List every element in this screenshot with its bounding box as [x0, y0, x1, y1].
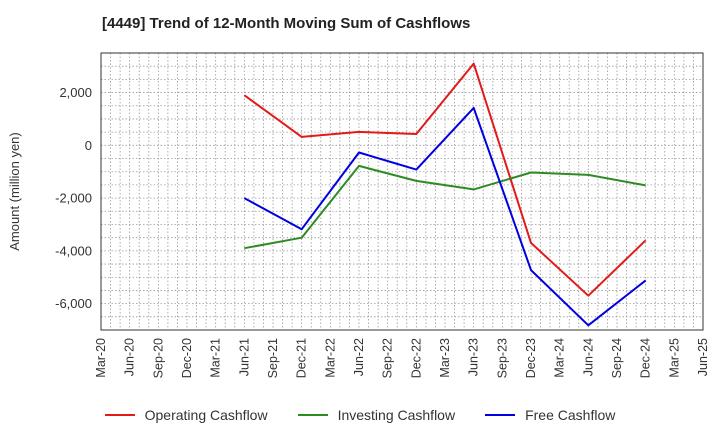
legend-swatch [104, 414, 135, 416]
x-tick-label: Sep-23 [495, 338, 509, 378]
x-tick-labels: Mar-20 Jun-20 Sep-20 Dec-20 Mar-21 Jun-21 Sep-… [94, 338, 710, 378]
x-tick-label: Sep-24 [610, 338, 624, 378]
x-tick-label: Dec-24 [639, 338, 653, 378]
x-tick-label: Jun-25 [696, 338, 710, 376]
x-tick-label: Mar-25 [667, 338, 681, 378]
x-tick-label: Sep-20 [151, 338, 165, 378]
x-tick-label: Jun-24 [581, 338, 595, 376]
legend-swatch [297, 414, 328, 416]
legend-label: Investing Cashflow [337, 407, 456, 423]
legend-swatch [485, 414, 516, 416]
legend-label: Operating Cashflow [144, 407, 268, 423]
x-tick-label: Sep-22 [381, 338, 395, 378]
y-tick-label: 0 [85, 138, 92, 153]
chart-title: [4449] Trend of 12-Month Moving Sum of C… [102, 15, 471, 32]
y-axis-label: Amount (million yen) [7, 132, 22, 251]
y-tick-label: -4,000 [55, 243, 92, 258]
legend-label: Free Cashflow [525, 407, 616, 423]
series-line-investing-cashflow [244, 164, 646, 250]
series-line-free-cashflow [243, 106, 647, 327]
x-tick-label: Jun-22 [352, 338, 366, 376]
x-tick-label: Sep-21 [266, 338, 280, 378]
x-tick-label: Dec-23 [524, 338, 538, 378]
x-tick-label: Dec-21 [295, 338, 309, 378]
x-tick-label: Jun-23 [467, 338, 481, 376]
x-tick-label: Mar-22 [323, 338, 337, 378]
x-tick-label: Mar-24 [553, 338, 567, 378]
x-tick-label: Mar-23 [438, 338, 452, 378]
x-tick-label: Dec-20 [180, 338, 194, 378]
series-lines [243, 62, 647, 327]
x-tick-label: Jun-21 [237, 338, 251, 376]
y-tick-labels: 2,000 0 -2,000 -4,000 -6,000 [55, 85, 92, 311]
series-line-operating-cashflow [243, 62, 647, 297]
x-tick-label: Dec-22 [409, 338, 423, 378]
legend-item: Investing Cashflow [297, 404, 456, 426]
grid-lines [101, 53, 703, 330]
y-tick-label: 2,000 [59, 85, 92, 100]
y-tick-label: -2,000 [55, 191, 92, 206]
y-tick-label: -6,000 [55, 296, 92, 311]
legend-item: Free Cashflow [485, 404, 615, 426]
legend: Operating Cashflow Investing Cashflow Free… [0, 404, 720, 426]
x-tick-label: Jun-20 [123, 338, 137, 376]
x-tick-label: Mar-20 [94, 338, 108, 378]
plot-frame [100, 52, 704, 331]
x-tick-label: Mar-21 [209, 338, 223, 378]
legend-item: Operating Cashflow [104, 404, 268, 426]
